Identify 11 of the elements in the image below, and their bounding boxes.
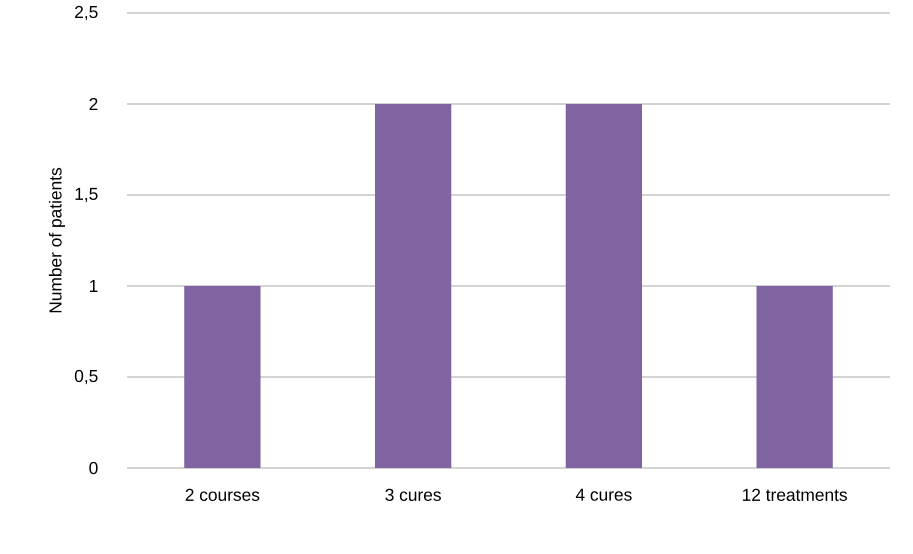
x-tick-label: 2 courses bbox=[186, 488, 260, 501]
y-tick-label: 2,5 bbox=[75, 6, 98, 20]
x-tick-label: 12 treatments bbox=[742, 488, 847, 501]
x-tick-label: 4 cures bbox=[576, 488, 632, 501]
x-tick-label: 3 cures bbox=[385, 488, 441, 501]
y-tick-label: 2 bbox=[90, 98, 98, 110]
y-axis-title: Number of patients bbox=[48, 168, 66, 312]
y-tick-label: 1,5 bbox=[76, 188, 98, 202]
y-tick-label: 0 bbox=[89, 462, 98, 474]
y-tick-label: 0,5 bbox=[74, 370, 98, 384]
y-tick-label: 1 bbox=[90, 280, 98, 292]
